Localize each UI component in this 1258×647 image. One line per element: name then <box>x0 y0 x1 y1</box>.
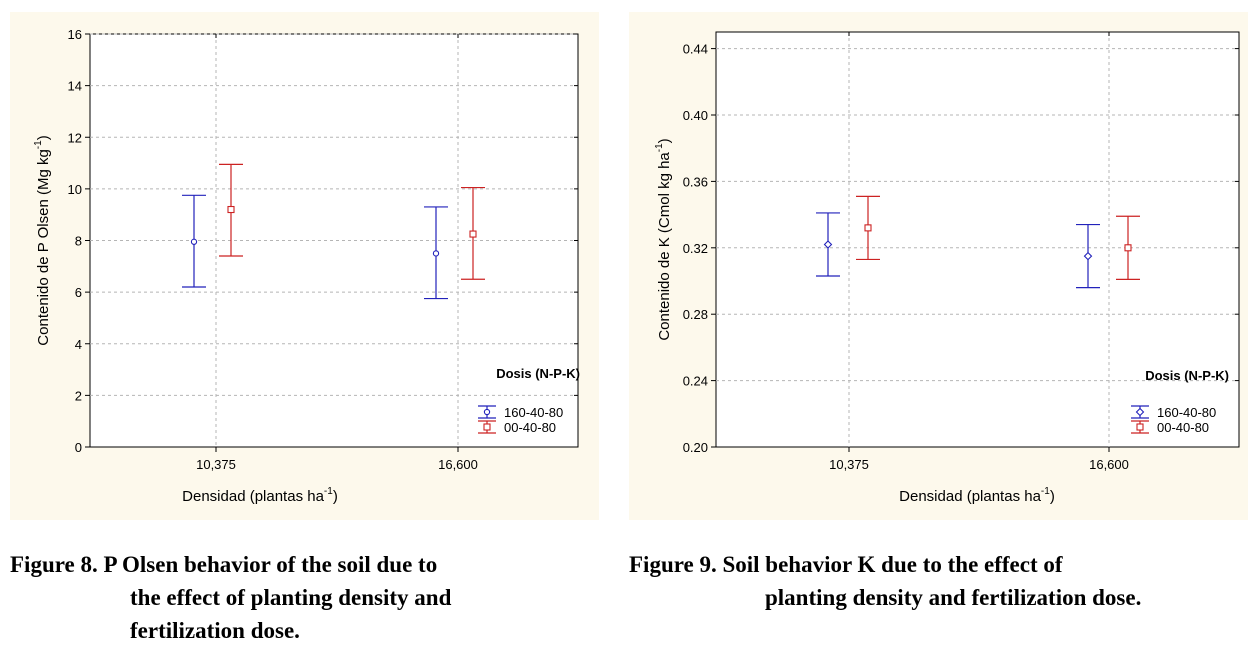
chart-k: 0.20 0.24 0.28 0.32 0.36 0.40 0.44 10,375 16,600… <box>654 31 1240 505</box>
plot-area <box>715 31 1240 448</box>
mean-point <box>864 224 872 232</box>
caption-line: planting density and fertilization dose. <box>765 585 1142 610</box>
mean-point <box>823 240 833 249</box>
caption-line: the effect of planting density and <box>130 585 452 610</box>
x-axis-title: Densidad (plantas ha-1) <box>182 486 338 505</box>
mean-point <box>190 238 198 245</box>
caption-line: fertilization dose. <box>130 618 300 643</box>
caption-line: Figure 8. P Olsen behavior of the soil d… <box>10 552 438 577</box>
y-tick-label: 0.44 <box>683 42 708 57</box>
y-tick-label: 0.40 <box>683 108 708 123</box>
y-tick-label: 0.36 <box>683 174 708 189</box>
x-tick-label: 10,375 <box>829 457 869 472</box>
y-tick-label: 16 <box>68 27 82 42</box>
y-axis-title: Contenido de K (Cmol kg ha-1) <box>654 138 673 340</box>
y-tick-label: 12 <box>68 130 82 145</box>
legend-marker <box>483 408 491 416</box>
caption-line: Figure 9. Soil behavior K due to the eff… <box>629 552 1063 577</box>
y-tick-label: 0.24 <box>683 374 708 389</box>
x-tick-label: 16,600 <box>1089 457 1129 472</box>
y-tick-label: 0 <box>75 440 82 455</box>
mean-point <box>227 205 235 214</box>
x-tick-label: 16,600 <box>438 457 478 472</box>
y-axis-title: Contenido de P Olsen (Mg kg-1) <box>33 135 52 345</box>
y-tick-label: 8 <box>75 234 82 249</box>
legend-title: Dosis (N-P-K) <box>1145 368 1229 383</box>
chart-p-olsen: 0 2 4 6 8 10 12 14 16 10,375 16,600 Densidad (plant… <box>33 27 580 505</box>
figure-9-caption: Figure 9. Soil behavior K due to the eff… <box>629 548 1254 614</box>
y-tick-label: 0.20 <box>683 440 708 455</box>
legend-marker <box>1135 407 1145 417</box>
legend-title: Dosis (N-P-K) <box>496 366 580 381</box>
legend-marker <box>1136 423 1144 431</box>
mean-point <box>432 250 440 257</box>
chart-panel-p-olsen: 0 2 4 6 8 10 12 14 16 10,375 16,600 Densidad (plant… <box>10 12 599 520</box>
figure-8-caption: Figure 8. P Olsen behavior of the soil d… <box>10 548 610 647</box>
legend-label: 160-40-80 <box>504 405 563 420</box>
legend-label: 00-40-80 <box>504 420 556 435</box>
y-tick-label: 0.32 <box>683 241 708 256</box>
mean-point <box>469 230 477 238</box>
legend-label: 160-40-80 <box>1157 405 1216 420</box>
legend-marker <box>483 423 491 431</box>
y-tick-label: 14 <box>68 79 82 94</box>
legend-label: 00-40-80 <box>1157 420 1209 435</box>
y-tick-label: 10 <box>68 182 82 197</box>
y-tick-label: 4 <box>75 337 82 352</box>
plot-area <box>89 33 579 448</box>
x-axis-title: Densidad (plantas ha-1) <box>899 486 1055 505</box>
x-tick-label: 10,375 <box>196 457 236 472</box>
mean-point <box>1124 244 1132 252</box>
y-tick-label: 0.28 <box>683 307 708 322</box>
mean-point <box>1083 251 1093 261</box>
y-tick-label: 2 <box>75 388 82 403</box>
chart-panel-k: 0.20 0.24 0.28 0.32 0.36 0.40 0.44 10,375 16,600… <box>629 12 1248 520</box>
y-tick-label: 6 <box>75 285 82 300</box>
